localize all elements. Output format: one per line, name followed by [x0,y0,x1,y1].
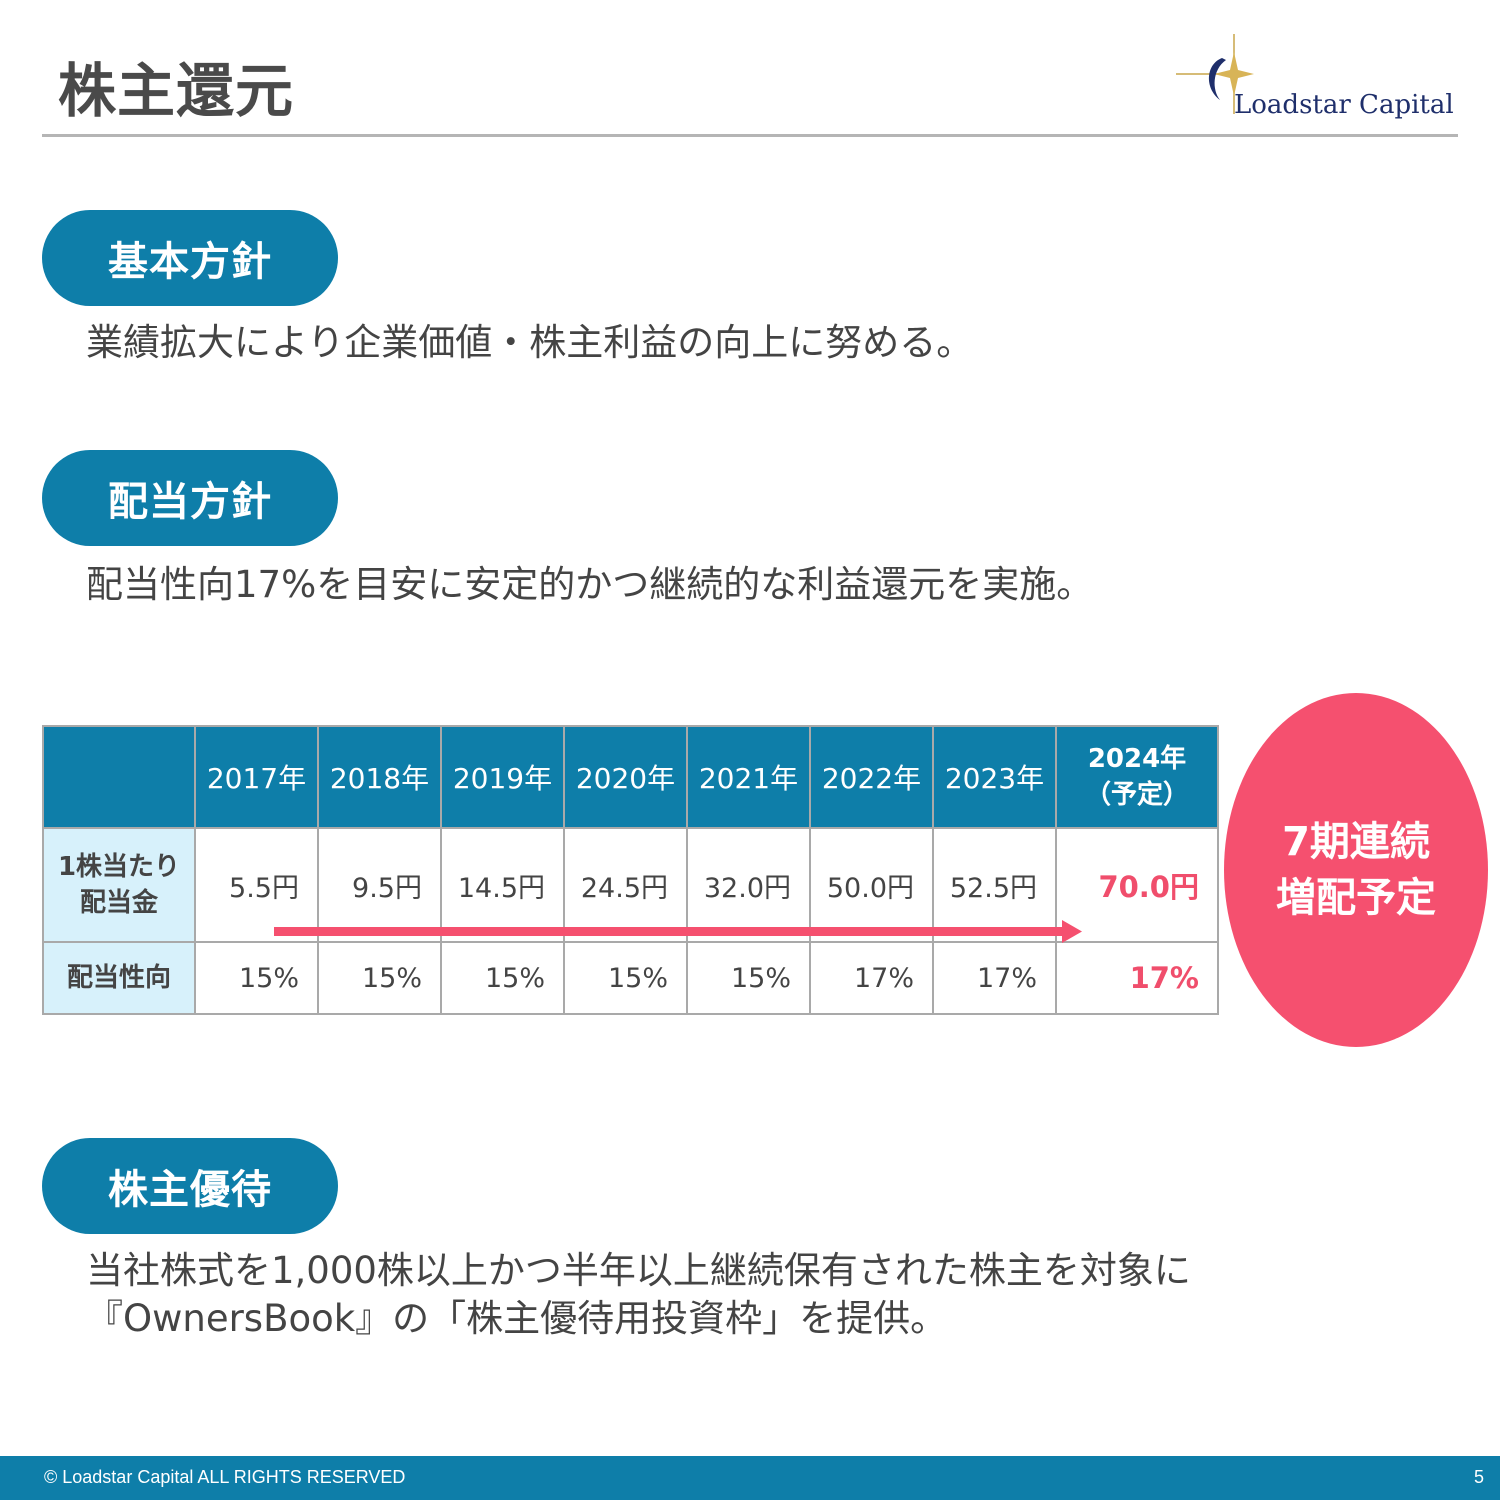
table-cell: 32.0円 [686,827,811,943]
logo-text: Loadstar Capital [1234,90,1454,120]
trend-arrow-icon [274,920,1082,943]
section-heading-dividend-policy: 配当方針 [42,450,338,546]
section-heading-basic-policy: 基本方針 [42,210,338,306]
page-title: 株主還元 [58,57,295,125]
year-header: 2018年 [317,725,442,829]
row-label-line: 1株当たり [57,852,181,882]
table-cell: 50.0円 [809,827,934,943]
year-header: 2021年 [686,725,811,829]
table-row-dividend-per-share: 1株当たり 配当金 5.5円 9.5円 14.5円 24.5円 32.0円 50… [42,827,1219,943]
year-header-planned: 2024年 （予定） [1055,725,1219,829]
table-cell: 15% [317,941,442,1015]
table-header-row: 2017年 2018年 2019年 2020年 2021年 2022年 2023… [42,725,1219,829]
consecutive-increase-badge: 7期連続 増配予定 [1224,693,1488,1047]
year-header: 2020年 [563,725,688,829]
table-row-payout-ratio: 配当性向 15% 15% 15% 15% 15% 17% 17% 17% [42,941,1219,1015]
table-cell-planned: 17% [1055,941,1219,1015]
badge-line: 増配予定 [1276,875,1436,921]
year-header: 2017年 [194,725,319,829]
table-cell-planned: 70.0円 [1055,827,1219,943]
page-number: 5 [1473,1467,1484,1487]
table-cell: 17% [809,941,934,1015]
table-cell: 14.5円 [440,827,565,943]
table-cell: 5.5円 [194,827,319,943]
table-cell: 17% [932,941,1057,1015]
company-logo: Loadstar Capital [1176,30,1466,130]
table-cell: 15% [686,941,811,1015]
row-label-line: 配当金 [79,888,158,918]
table-corner-cell [42,725,196,829]
badge-line: 7期連続 [1282,819,1430,865]
year-header: 2022年 [809,725,934,829]
shareholder-benefit-text-line1: 当社株式を1,000株以上かつ半年以上継続保有された株主を対象に [86,1249,1191,1292]
table-cell: 15% [440,941,565,1015]
year-header: 2023年 [932,725,1057,829]
row-label-payout-ratio: 配当性向 [42,941,196,1015]
row-label-dividend-per-share: 1株当たり 配当金 [42,827,196,943]
table-cell: 9.5円 [317,827,442,943]
table-cell: 24.5円 [563,827,688,943]
table-cell: 15% [563,941,688,1015]
table-cell: 15% [194,941,319,1015]
copyright-text: © Loadstar Capital ALL RIGHTS RESERVED [44,1467,406,1487]
shareholder-benefit-text-line2: 『OwnersBook』の「株主優待用投資枠」を提供。 [86,1297,948,1340]
planned-note: （予定） [1084,780,1189,810]
planned-year: 2024年 [1087,744,1187,774]
star-crescent-logo-icon [1176,34,1254,114]
table-cell: 52.5円 [932,827,1057,943]
dividend-policy-text: 配当性向17%を目安に安定的かつ継続的な利益還元を実施。 [86,563,1094,606]
footer-bar: © Loadstar Capital ALL RIGHTS RESERVED 5 [0,1456,1500,1500]
dividend-table: 2017年 2018年 2019年 2020年 2021年 2022年 2023… [42,725,1219,1015]
title-divider [42,134,1458,137]
section-heading-shareholder-benefit: 株主優待 [42,1138,338,1234]
basic-policy-text: 業績拡大により企業価値・株主利益の向上に努める。 [86,321,974,364]
year-header: 2019年 [440,725,565,829]
